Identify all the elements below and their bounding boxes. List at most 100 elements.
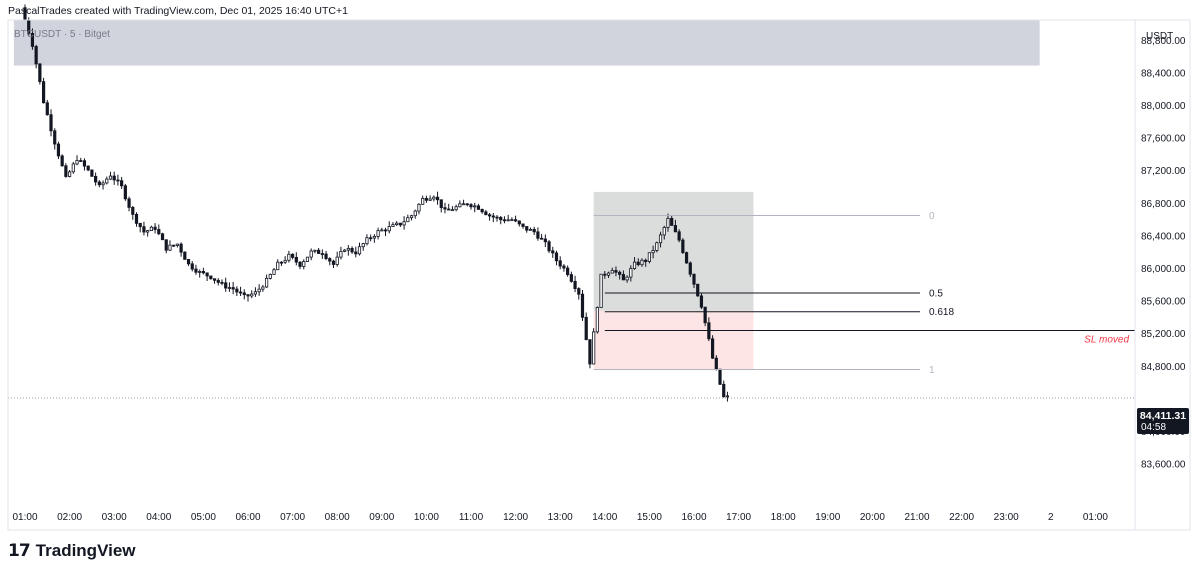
candle-body: [23, 7, 27, 21]
candle-body: [134, 213, 139, 224]
candle-body: [272, 269, 276, 275]
candle: [287, 250, 291, 263]
candle-body: [658, 234, 663, 244]
candle-body: [710, 338, 715, 359]
candle-body: [339, 250, 343, 258]
candle: [536, 227, 540, 241]
candle-body: [540, 237, 544, 240]
candle-body: [90, 169, 94, 177]
candle: [547, 240, 551, 254]
candle: [198, 269, 202, 278]
candle: [172, 244, 176, 248]
time-tick-label: 16:00: [681, 512, 706, 523]
candle: [454, 204, 458, 212]
candle: [447, 203, 451, 211]
candle: [450, 206, 455, 212]
price-tick-label: 85,200.00: [1141, 329, 1186, 340]
candle-body: [369, 237, 373, 240]
candle-body: [595, 307, 599, 333]
candle: [209, 275, 213, 280]
candle-body: [458, 203, 462, 208]
candle-body: [662, 227, 666, 236]
candle: [662, 225, 666, 240]
candle: [68, 169, 72, 178]
candle: [313, 249, 317, 254]
candle: [395, 221, 399, 227]
candle-body: [350, 247, 354, 253]
candle-body: [290, 253, 295, 258]
candle-body: [714, 357, 718, 370]
candle: [372, 234, 376, 243]
candle: [506, 214, 510, 222]
tradingview-mark-icon: 17: [8, 541, 31, 561]
candle-body: [186, 259, 191, 265]
candle-body: [610, 270, 614, 274]
candle: [64, 163, 68, 178]
candle-body: [725, 395, 730, 398]
candle: [23, 4, 27, 21]
candle-body: [198, 271, 202, 273]
candle-body: [238, 291, 243, 294]
candle: [71, 161, 75, 174]
candle: [421, 195, 425, 205]
candle: [309, 248, 313, 261]
candle: [540, 233, 544, 240]
time-tick-label: 18:00: [771, 512, 796, 523]
candle-body: [599, 273, 603, 308]
candle: [127, 196, 131, 212]
candle-body: [417, 203, 421, 212]
candle-body: [97, 181, 101, 186]
candle: [283, 256, 287, 264]
candle: [216, 278, 220, 286]
candle-body: [718, 368, 722, 385]
candle-body: [632, 261, 637, 269]
candle-body: [696, 283, 700, 297]
candle-body: [283, 259, 287, 263]
candle: [331, 259, 336, 269]
candle: [365, 234, 369, 246]
candle: [242, 289, 246, 300]
candle: [79, 157, 83, 163]
candle-body: [201, 271, 205, 274]
time-tick-label: 01:00: [1083, 512, 1108, 523]
candle-body: [142, 226, 146, 233]
candle-body: [146, 230, 150, 233]
candle: [60, 154, 64, 167]
candle: [357, 242, 362, 256]
candle: [160, 232, 165, 241]
candle-body: [688, 262, 692, 275]
candle-body: [268, 274, 272, 279]
time-tick-label: 17:00: [726, 512, 751, 523]
candle: [703, 306, 707, 327]
candle-body: [190, 263, 194, 270]
candle: [90, 169, 94, 177]
candle: [644, 258, 648, 267]
candle: [276, 259, 280, 271]
time-tick-label: 11:00: [459, 512, 484, 523]
tradingview-logo[interactable]: 17 TradingView: [8, 541, 136, 561]
candle-body: [309, 250, 313, 258]
btc-candlestick-chart[interactable]: 0 0.5 0.618 1 SL moved 88,800.00 88,400.00 88,…: [0, 0, 1200, 540]
candle-body: [105, 178, 109, 184]
candle-body: [554, 252, 559, 262]
candle: [588, 339, 592, 369]
candle-body: [502, 219, 507, 222]
candle: [647, 252, 652, 264]
candle: [621, 270, 625, 281]
candle: [380, 227, 384, 232]
candle-body: [79, 160, 83, 162]
candle-body: [487, 214, 492, 217]
candle-body: [235, 288, 239, 293]
candle-body: [666, 217, 670, 228]
candle-body: [320, 253, 324, 255]
candle-body: [402, 221, 406, 226]
candle: [480, 208, 484, 214]
candle-body: [424, 198, 429, 201]
candle: [599, 273, 603, 308]
candle-body: [644, 259, 648, 262]
candle-body: [53, 130, 57, 145]
candle: [105, 176, 109, 185]
candle: [484, 209, 488, 216]
candle: [320, 249, 324, 259]
candle: [34, 44, 38, 69]
